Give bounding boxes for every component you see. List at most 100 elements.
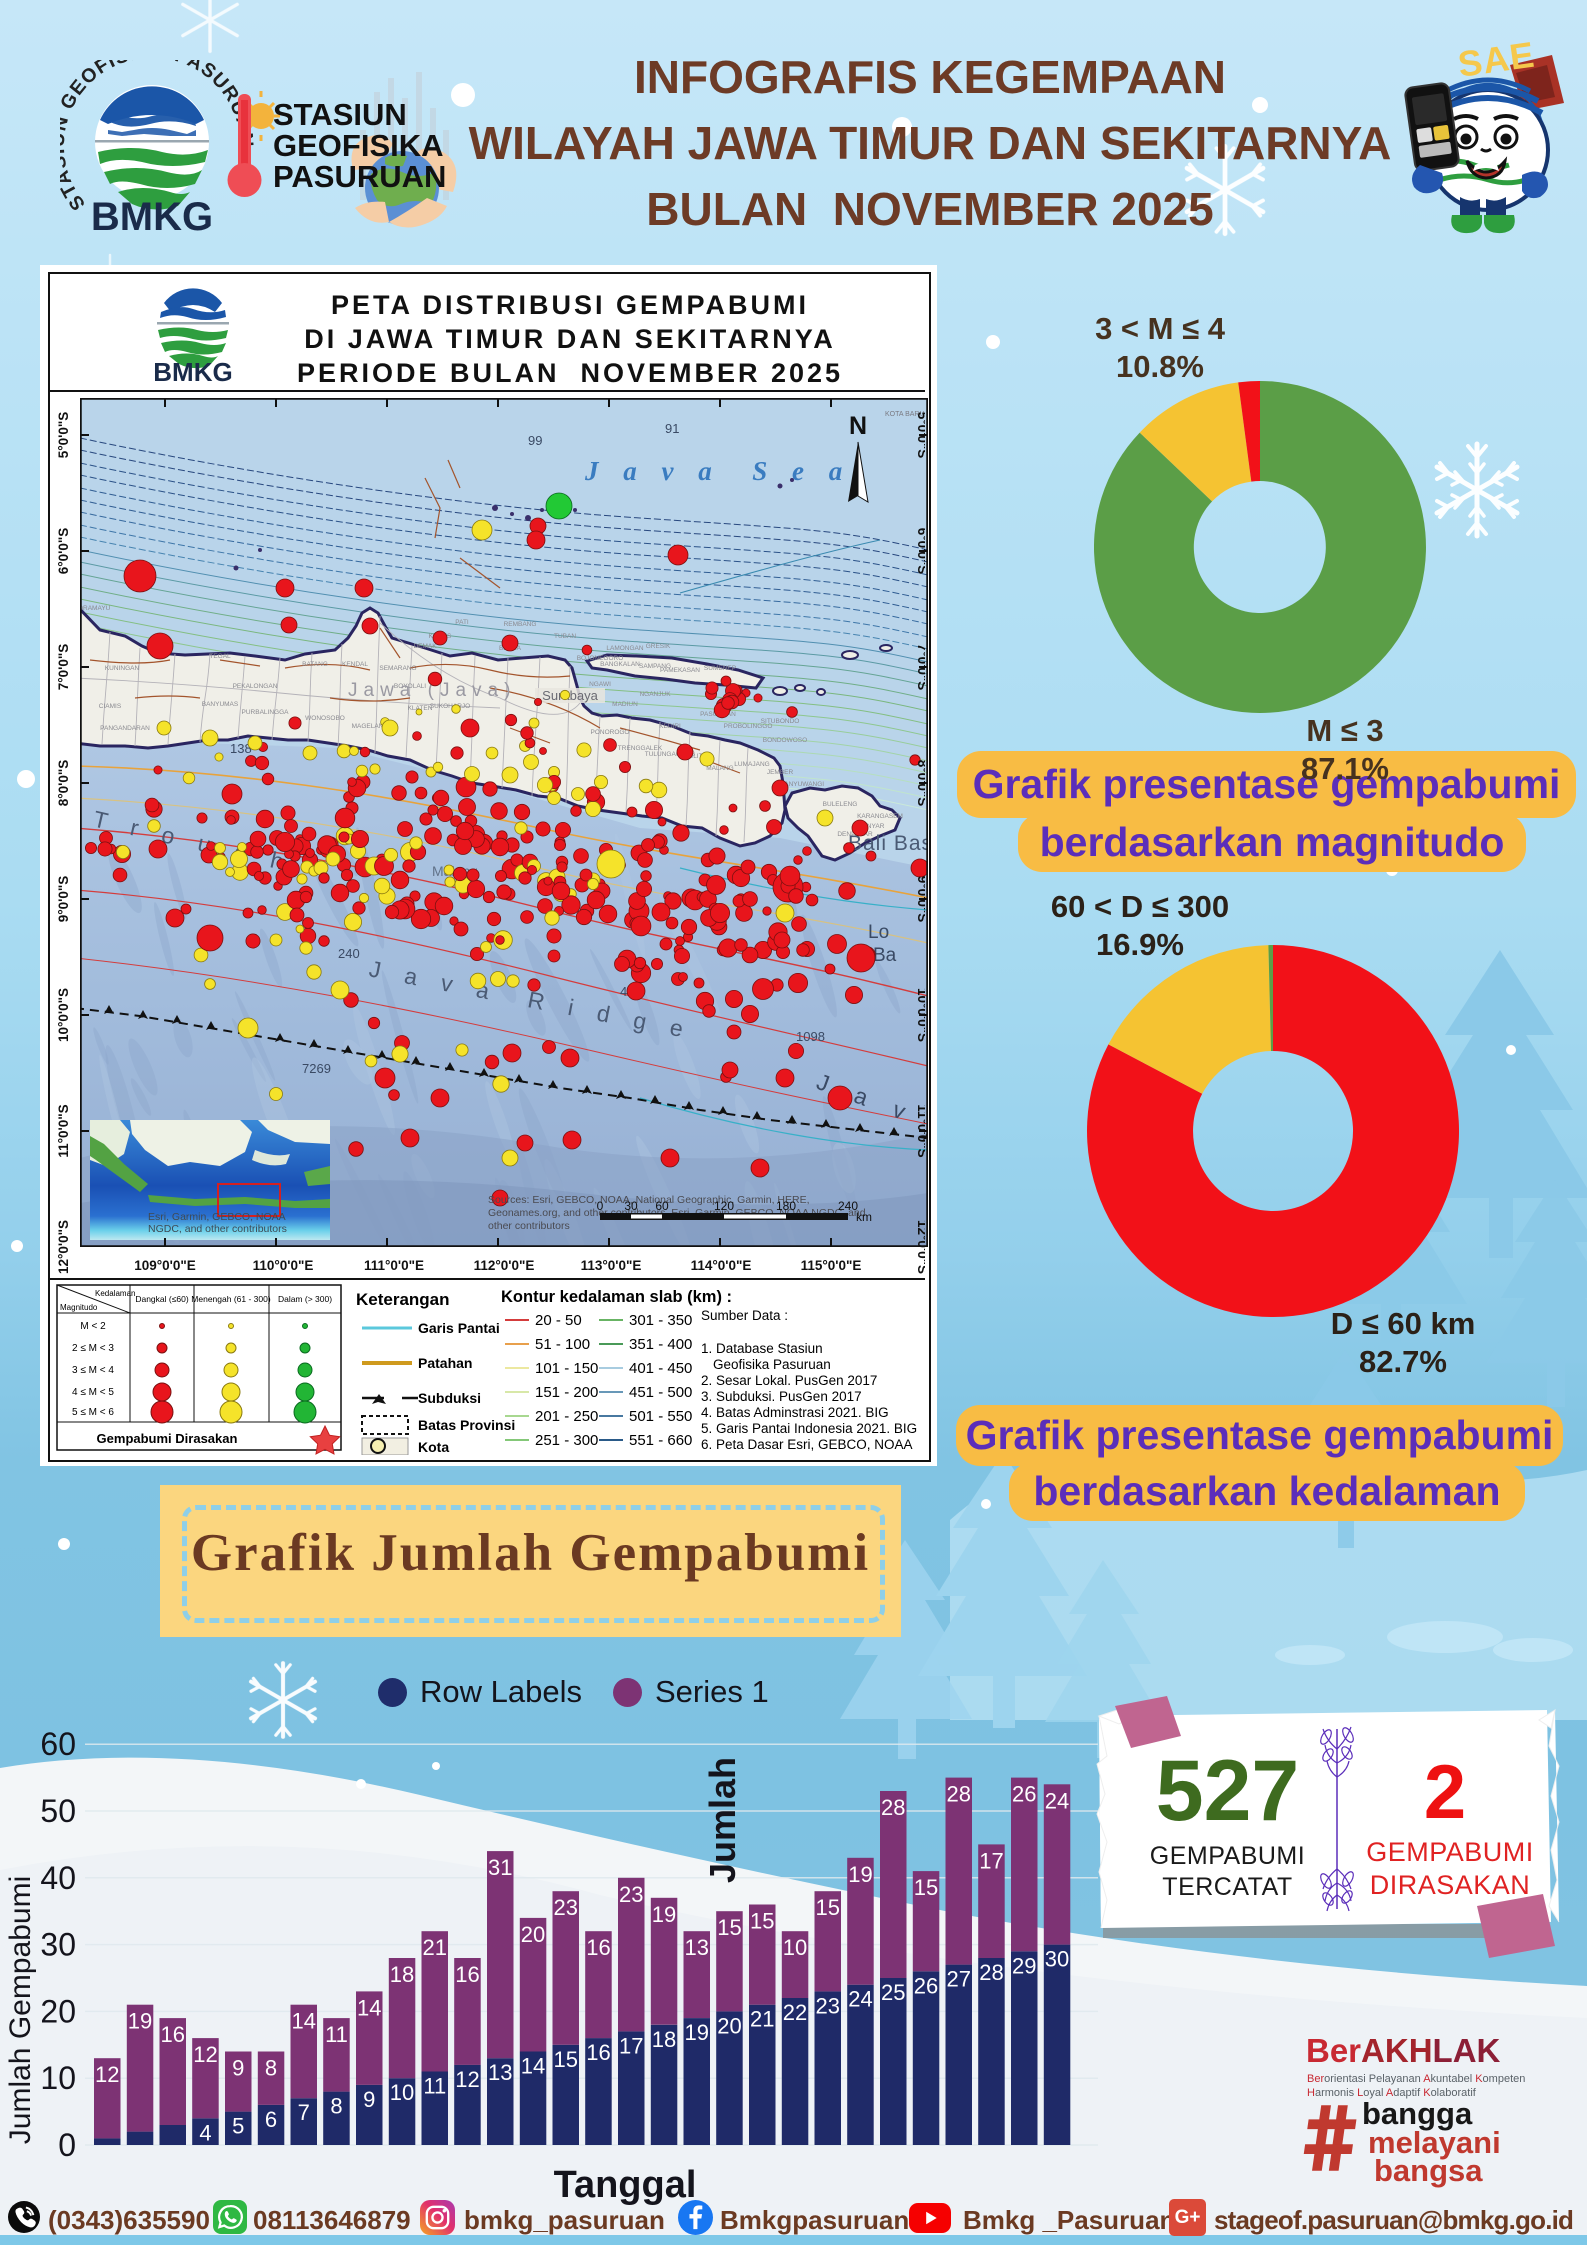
svg-text:Batas Provinsi: Batas Provinsi	[418, 1417, 515, 1433]
svg-text:30: 30	[1045, 1947, 1069, 1972]
svg-text:31: 31	[488, 1855, 512, 1880]
svg-text:J a v a S e a: J a v a S e a	[584, 456, 851, 486]
svg-text:120: 120	[714, 1199, 734, 1213]
svg-text:5. Garis Pantai Indonesia 2021: 5. Garis Pantai Indonesia 2021. BIG	[701, 1421, 917, 1436]
svg-text:50: 50	[40, 1793, 76, 1829]
svg-text:STASIUN: STASIUN	[273, 97, 407, 132]
svg-text:20: 20	[521, 1922, 545, 1947]
svg-text:8: 8	[265, 2056, 277, 2081]
svg-text:24: 24	[848, 1987, 872, 2012]
svg-text:BANGKALAN: BANGKALAN	[600, 661, 640, 668]
svg-text:Gempabumi Dirasakan: Gempabumi Dirasakan	[97, 1431, 238, 1446]
svg-text:2 ≤ M < 3: 2 ≤ M < 3	[72, 1343, 114, 1354]
svg-text:20: 20	[717, 2013, 741, 2038]
svg-text:Surabaya: Surabaya	[542, 688, 598, 703]
svg-text:10°0'0"S: 10°0'0"S	[56, 988, 71, 1042]
svg-text:DEMAK: DEMAK	[413, 643, 437, 650]
svg-text:18: 18	[390, 1962, 414, 1987]
svg-text:8°0'0"S: 8°0'0"S	[915, 760, 925, 807]
svg-text:180: 180	[776, 1199, 796, 1213]
svg-text:10°0'0"S: 10°0'0"S	[915, 988, 925, 1042]
svg-text:LAMONGAN: LAMONGAN	[606, 645, 644, 652]
svg-text:PROBOLINGGO: PROBOLINGGO	[724, 723, 773, 730]
svg-text:Garis Pantai: Garis Pantai	[418, 1320, 500, 1336]
svg-text:7: 7	[298, 2100, 310, 2125]
svg-text:6: 6	[265, 2107, 277, 2132]
svg-text:23: 23	[619, 1882, 643, 1907]
svg-text:MALANG: MALANG	[706, 765, 733, 772]
svg-text:MADIUN: MADIUN	[612, 701, 638, 708]
svg-text:Jumlah Gempabumi: Jumlah Gempabumi	[4, 1876, 37, 2144]
svg-text:TULUNGAGUNG: TULUNGAGUNG	[645, 751, 696, 758]
svg-text:KOTA BARU: KOTA BARU	[885, 411, 925, 418]
svg-text:Esri, Garmin, GEBCO, NOAA: Esri, Garmin, GEBCO, NOAA	[148, 1211, 286, 1223]
svg-text:Dangkal (≤60): Dangkal (≤60)	[135, 1294, 188, 1304]
svg-text:451 - 500: 451 - 500	[629, 1384, 692, 1401]
svg-text:Sources: Esri, GEBCO, NOAA, Na: Sources: Esri, GEBCO, NOAA, National Geo…	[488, 1194, 810, 1206]
svg-text:25: 25	[881, 1980, 905, 2005]
svg-text:501 - 550: 501 - 550	[629, 1408, 692, 1425]
svg-text:99: 99	[528, 433, 542, 448]
svg-text:WONOSOBO: WONOSOBO	[305, 715, 345, 722]
svg-text:40: 40	[40, 1860, 76, 1896]
svg-text:Kontur kedalaman slab (km) :: Kontur kedalaman slab (km) :	[501, 1288, 732, 1306]
svg-text:SUKOHARJO: SUKOHARJO	[430, 703, 470, 710]
svg-text:6. Peta Dasar Esri, GEBCO, NOA: 6. Peta Dasar Esri, GEBCO, NOAA	[701, 1437, 913, 1452]
svg-text:5 ≤ M < 6: 5 ≤ M < 6	[72, 1407, 114, 1418]
svg-text:11°0'0"S: 11°0'0"S	[56, 1104, 71, 1157]
svg-text:9: 9	[363, 2087, 375, 2112]
svg-text:PATI: PATI	[455, 619, 469, 626]
svg-text:TRENGGALEK: TRENGGALEK	[618, 745, 663, 752]
svg-text:21: 21	[750, 2007, 774, 2032]
svg-text:19: 19	[685, 2020, 709, 2045]
svg-text:113°0'0"E: 113°0'0"E	[581, 1258, 642, 1273]
svg-text:BANYUMAS: BANYUMAS	[202, 701, 239, 708]
svg-text:28: 28	[947, 1782, 971, 1807]
svg-text:4 ≤ M < 5: 4 ≤ M < 5	[72, 1387, 114, 1398]
svg-text:11: 11	[423, 2074, 446, 2099]
svg-text:MAGELANG: MAGELANG	[352, 723, 389, 730]
svg-text:BMKG: BMKG	[91, 195, 213, 239]
svg-text:138: 138	[230, 741, 252, 756]
svg-text:91: 91	[665, 421, 679, 436]
svg-text:551 - 660: 551 - 660	[629, 1432, 692, 1449]
svg-text:4: 4	[199, 2120, 211, 2145]
svg-text:Ba: Ba	[873, 945, 897, 966]
svg-text:BATANG: BATANG	[302, 661, 328, 668]
svg-text:16: 16	[161, 2022, 185, 2047]
svg-text:Patahan: Patahan	[418, 1355, 472, 1371]
svg-text:240: 240	[838, 1199, 858, 1213]
svg-text:111°0'0"E: 111°0'0"E	[364, 1258, 424, 1273]
svg-text:112°0'0"E: 112°0'0"E	[474, 1258, 535, 1273]
svg-text:BOJONEGORO: BOJONEGORO	[577, 655, 624, 662]
svg-text:Kota: Kota	[418, 1439, 449, 1455]
svg-text:BONDOWOSO: BONDOWOSO	[763, 737, 807, 744]
svg-text:18: 18	[652, 2027, 676, 2052]
svg-text:0: 0	[597, 1199, 604, 1213]
svg-text:12: 12	[95, 2062, 119, 2087]
svg-text:23: 23	[816, 1993, 840, 2018]
svg-text:5°0'0"S: 5°0'0"S	[56, 412, 71, 459]
svg-text:29: 29	[1012, 1953, 1036, 1978]
svg-text:12°0'0"S: 12°0'0"S	[56, 1220, 71, 1274]
svg-text:0: 0	[58, 2127, 76, 2163]
svg-text:3 ≤ M < 4: 3 ≤ M < 4	[72, 1365, 114, 1376]
svg-text:7269: 7269	[302, 1061, 331, 1076]
svg-text:3. Subduksi. PusGen 2017: 3. Subduksi. PusGen 2017	[701, 1389, 862, 1404]
svg-text:GIANYAR: GIANYAR	[856, 823, 885, 830]
svg-text:114°0'0"E: 114°0'0"E	[691, 1258, 752, 1273]
svg-text:SUMENEP: SUMENEP	[704, 665, 736, 672]
svg-text:12°0'0"S: 12°0'0"S	[915, 1220, 925, 1274]
svg-text:115°0'0"E: 115°0'0"E	[801, 1258, 862, 1273]
svg-text:Magnitudo: Magnitudo	[60, 1303, 98, 1312]
svg-text:BOYOLALI: BOYOLALI	[394, 683, 426, 690]
svg-text:KLATEN: KLATEN	[408, 705, 433, 712]
svg-text:14: 14	[521, 2054, 545, 2079]
svg-text:15: 15	[816, 1895, 840, 1920]
svg-text:301 - 350: 301 - 350	[629, 1312, 692, 1329]
svg-text:5°0'0"S: 5°0'0"S	[915, 412, 925, 459]
svg-text:Keterangan: Keterangan	[356, 1290, 450, 1309]
svg-text:27: 27	[947, 1967, 971, 1992]
svg-text:24: 24	[1045, 1788, 1069, 1813]
svg-text:201 - 250: 201 - 250	[535, 1408, 598, 1425]
